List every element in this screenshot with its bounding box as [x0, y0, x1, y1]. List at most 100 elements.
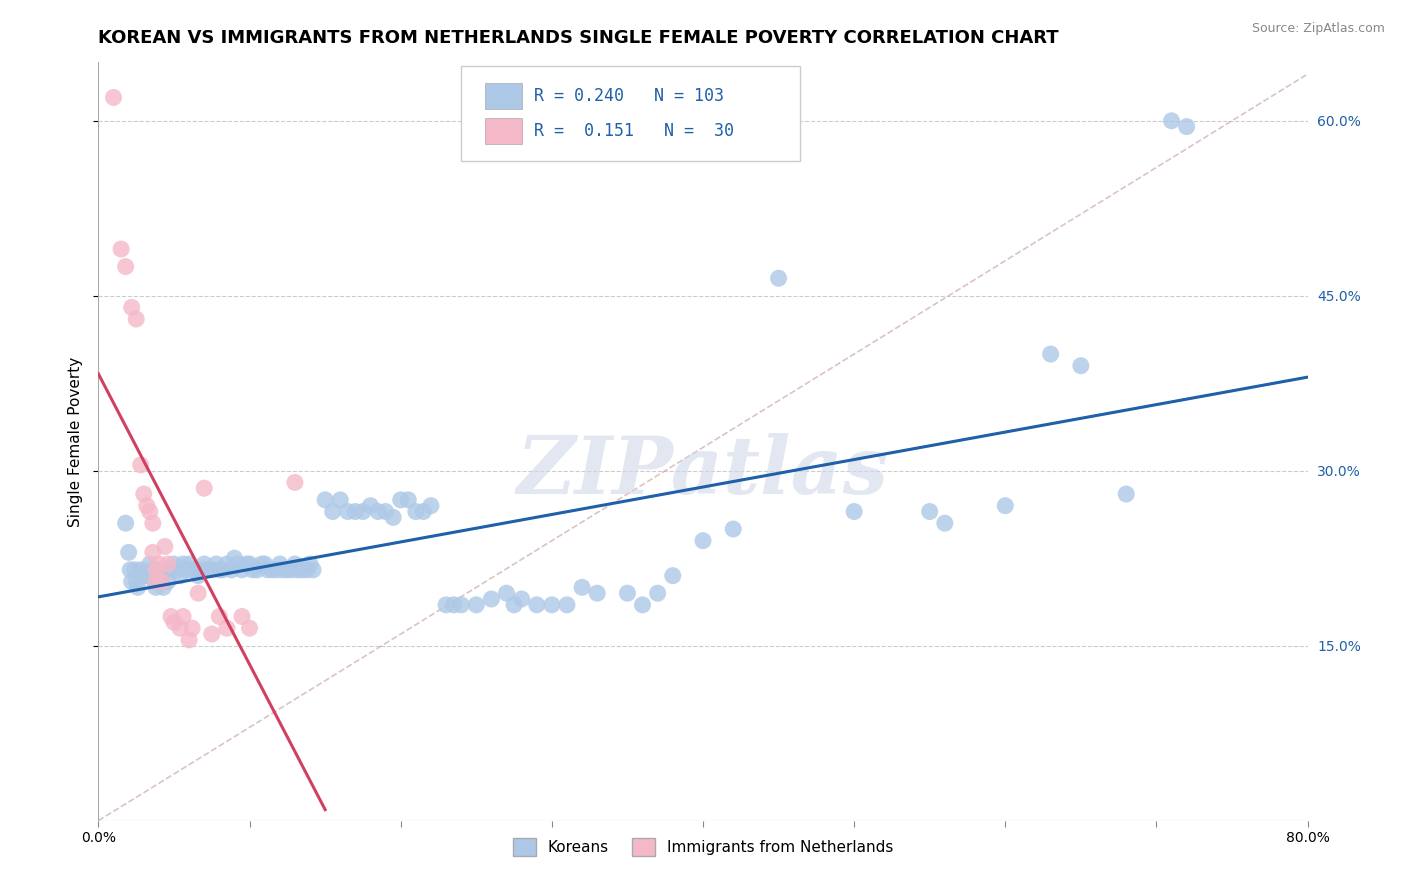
Text: R =  0.151   N =  30: R = 0.151 N = 30 [534, 121, 734, 140]
Point [276, 563, 298, 577]
FancyBboxPatch shape [485, 83, 522, 110]
Point [239, 621, 262, 635]
Point [329, 492, 352, 507]
Point [723, 522, 745, 536]
Point [179, 557, 201, 571]
FancyBboxPatch shape [461, 66, 800, 161]
Point [150, 574, 173, 589]
Point [169, 621, 191, 635]
Point [193, 557, 215, 571]
Point [145, 574, 167, 589]
Point [143, 574, 166, 589]
Point [382, 510, 405, 524]
Legend: Koreans, Immigrants from Netherlands: Koreans, Immigrants from Netherlands [506, 831, 900, 863]
Point [434, 598, 457, 612]
Point [571, 580, 593, 594]
Text: KOREAN VS IMMIGRANTS FROM NETHERLANDS SINGLE FEMALE POVERTY CORRELATION CHART: KOREAN VS IMMIGRANTS FROM NETHERLANDS SI… [98, 29, 1059, 47]
Point [169, 568, 191, 582]
Point [114, 516, 136, 531]
Point [262, 563, 284, 577]
Point [148, 563, 170, 577]
Point [555, 598, 578, 612]
Point [120, 563, 142, 577]
Point [153, 540, 176, 554]
Point [242, 563, 264, 577]
Point [302, 563, 325, 577]
Point [1160, 113, 1182, 128]
Point [631, 598, 654, 612]
Point [205, 557, 228, 571]
Point [465, 598, 488, 612]
Point [121, 574, 143, 589]
Point [1070, 359, 1092, 373]
Point [692, 533, 714, 548]
Point [142, 545, 165, 559]
Point [253, 557, 276, 571]
Point [336, 504, 359, 518]
Point [163, 615, 186, 630]
Point [360, 499, 382, 513]
Point [239, 557, 262, 571]
Text: R = 0.240   N = 103: R = 0.240 N = 103 [534, 87, 724, 105]
Point [768, 271, 790, 285]
Point [271, 563, 294, 577]
Point [284, 557, 307, 571]
Point [215, 557, 238, 571]
Point [172, 609, 194, 624]
Point [129, 458, 152, 472]
Point [389, 492, 412, 507]
Point [174, 563, 197, 577]
Point [195, 563, 218, 577]
Point [145, 580, 167, 594]
Point [495, 586, 517, 600]
Point [152, 580, 174, 594]
Point [201, 563, 224, 577]
Point [139, 557, 162, 571]
Point [215, 621, 238, 635]
Point [1115, 487, 1137, 501]
Point [235, 557, 257, 571]
Point [118, 545, 141, 559]
Point [155, 563, 177, 577]
Point [148, 557, 170, 571]
Point [124, 563, 146, 577]
Point [374, 504, 396, 518]
Point [221, 563, 243, 577]
Point [344, 504, 367, 518]
Point [160, 609, 183, 624]
Point [231, 563, 253, 577]
Point [918, 504, 941, 518]
Y-axis label: Single Female Poverty: Single Female Poverty [67, 357, 83, 526]
Point [250, 557, 273, 571]
Point [412, 504, 434, 518]
Text: Source: ZipAtlas.com: Source: ZipAtlas.com [1251, 22, 1385, 36]
Point [145, 563, 167, 577]
Point [322, 504, 344, 518]
Point [129, 563, 152, 577]
Point [934, 516, 956, 531]
Point [510, 592, 533, 607]
Point [187, 586, 209, 600]
Point [481, 592, 503, 607]
Point [110, 242, 132, 256]
Point [443, 598, 465, 612]
Point [661, 568, 683, 582]
Point [181, 563, 204, 577]
Point [586, 586, 609, 600]
Point [281, 563, 304, 577]
Point [284, 475, 307, 490]
Point [396, 492, 419, 507]
Point [150, 574, 173, 589]
Point [994, 499, 1017, 513]
Point [208, 563, 231, 577]
Point [1175, 120, 1198, 134]
Point [142, 563, 165, 577]
Point [256, 563, 278, 577]
Point [367, 504, 389, 518]
FancyBboxPatch shape [485, 118, 522, 145]
Point [844, 504, 866, 518]
Point [135, 568, 157, 582]
Point [287, 563, 309, 577]
Point [503, 598, 526, 612]
Point [142, 516, 165, 531]
